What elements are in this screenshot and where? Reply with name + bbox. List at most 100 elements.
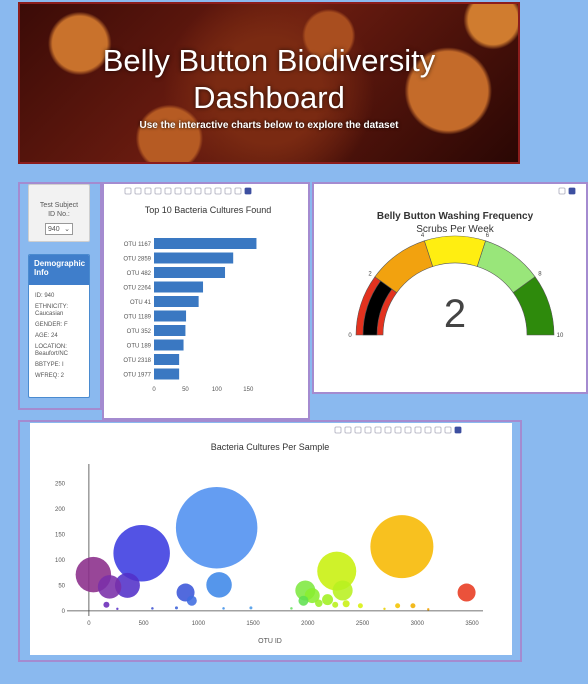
box-select-icon[interactable] bbox=[155, 188, 161, 194]
hover-compare-icon[interactable] bbox=[445, 427, 451, 433]
bubble-point[interactable] bbox=[315, 599, 323, 607]
bar[interactable] bbox=[154, 253, 233, 264]
bubble-point[interactable] bbox=[427, 608, 429, 610]
hover-closest-icon[interactable] bbox=[435, 427, 441, 433]
zoom-in-icon[interactable] bbox=[385, 427, 391, 433]
bubble-x-axis-label: OTU ID bbox=[258, 638, 282, 645]
bubble-point[interactable] bbox=[103, 602, 109, 608]
bubble-point[interactable] bbox=[370, 515, 433, 578]
demo-gender: GENDER: F bbox=[35, 322, 89, 329]
hover-closest-icon[interactable] bbox=[225, 188, 231, 194]
demo-location-value: Beaufort/NC bbox=[35, 351, 68, 357]
bubble-point[interactable] bbox=[249, 606, 252, 609]
page-title-line1: Belly Button Biodiversity bbox=[103, 43, 436, 78]
demographic-info-card: Demographic Info ID: 940 ETHNICITY: Cauca… bbox=[28, 254, 90, 398]
bar-category-label: OTU 41 bbox=[130, 300, 152, 306]
lasso-icon[interactable] bbox=[165, 188, 171, 194]
autoscale-icon[interactable] bbox=[405, 427, 411, 433]
autoscale-icon[interactable] bbox=[195, 188, 201, 194]
bubble-point[interactable] bbox=[98, 575, 122, 599]
demo-ethnicity-value: Caucasian bbox=[35, 311, 63, 317]
bubble-point[interactable] bbox=[395, 603, 400, 608]
bubble-point[interactable] bbox=[175, 606, 178, 609]
bar[interactable] bbox=[154, 369, 179, 380]
bubble-point[interactable] bbox=[322, 594, 333, 605]
bar[interactable] bbox=[154, 296, 199, 307]
demo-location-label: LOCATION: bbox=[35, 344, 67, 350]
bar[interactable] bbox=[154, 238, 256, 249]
box-select-icon[interactable] bbox=[365, 427, 371, 433]
demographic-title-line2: Info bbox=[34, 268, 49, 277]
zoom-in-icon[interactable] bbox=[175, 188, 181, 194]
gauge-tick-label: 2 bbox=[368, 271, 372, 277]
subject-selector-box: Test Subject ID No.: 940 ⌄ bbox=[28, 184, 90, 242]
bubble-point[interactable] bbox=[298, 596, 308, 606]
pan-icon[interactable] bbox=[145, 188, 151, 194]
bubble-chart-title: Bacteria Cultures Per Sample bbox=[211, 442, 330, 452]
gauge-subtitle: Scrubs Per Week bbox=[416, 224, 495, 235]
bar[interactable] bbox=[154, 325, 185, 336]
bubble-point[interactable] bbox=[151, 607, 154, 610]
bar[interactable] bbox=[154, 311, 186, 322]
subject-id-select[interactable]: 940 ⌄ bbox=[45, 223, 73, 235]
plotly-logo-icon[interactable] bbox=[569, 188, 575, 194]
spike-icon[interactable] bbox=[425, 427, 431, 433]
lasso-icon[interactable] bbox=[375, 427, 381, 433]
bar-category-label: OTU 2264 bbox=[123, 286, 151, 292]
bar[interactable] bbox=[154, 354, 179, 365]
spike-icon[interactable] bbox=[215, 188, 221, 194]
bar-x-tick-label: 50 bbox=[182, 387, 189, 393]
gauge-tick-label: 0 bbox=[348, 333, 352, 339]
bubble-point[interactable] bbox=[410, 603, 415, 608]
bubble-point[interactable] bbox=[116, 608, 118, 610]
zoom-icon[interactable] bbox=[345, 427, 351, 433]
bubble-point[interactable] bbox=[187, 596, 197, 606]
demo-id: ID: 940 bbox=[35, 293, 89, 300]
bubble-point[interactable] bbox=[176, 487, 257, 569]
plotly-logo-icon[interactable] bbox=[245, 188, 251, 194]
home-icon[interactable] bbox=[415, 427, 421, 433]
bubble-point[interactable] bbox=[332, 602, 338, 608]
bar-category-label: OTU 189 bbox=[127, 344, 152, 350]
gauge-band bbox=[424, 236, 485, 267]
bubble-point[interactable] bbox=[290, 607, 293, 610]
demo-ethnicity: ETHNICITY: Caucasian bbox=[35, 304, 89, 318]
bubble-point[interactable] bbox=[343, 600, 350, 607]
bubble-point[interactable] bbox=[206, 572, 232, 598]
home-icon[interactable] bbox=[205, 188, 211, 194]
bubble-y-tick-label: 50 bbox=[58, 583, 65, 589]
bubble-point[interactable] bbox=[383, 608, 385, 610]
demo-wfreq: WFREQ: 2 bbox=[35, 373, 89, 380]
pan-icon[interactable] bbox=[355, 427, 361, 433]
bar-chart-toolbar bbox=[125, 188, 251, 194]
demo-ethnicity-label: ETHNICITY: bbox=[35, 304, 68, 310]
bubble-point[interactable] bbox=[358, 603, 363, 608]
page-title: Belly Button Biodiversity Dashboard bbox=[20, 42, 518, 116]
bubble-y-tick-label: 200 bbox=[55, 507, 66, 513]
camera-icon[interactable] bbox=[125, 188, 131, 194]
zoom-out-icon[interactable] bbox=[185, 188, 191, 194]
bar-chart-title: Top 10 Bacteria Cultures Found bbox=[145, 205, 272, 215]
bar[interactable] bbox=[154, 267, 225, 278]
bubble-y-tick-label: 250 bbox=[55, 481, 66, 487]
zoom-icon[interactable] bbox=[135, 188, 141, 194]
camera-icon[interactable] bbox=[559, 188, 565, 194]
bubble-chart: Bacteria Cultures Per Sample OTU ID 0501… bbox=[30, 423, 512, 655]
bar-chart-panel: Top 10 Bacteria Cultures Found OTU 1167 O… bbox=[102, 182, 310, 420]
bar[interactable] bbox=[154, 340, 184, 351]
gauge-tick-label: 8 bbox=[538, 271, 542, 277]
bubble-point[interactable] bbox=[333, 580, 353, 600]
bar-category-label: OTU 352 bbox=[127, 329, 152, 335]
hover-compare-icon[interactable] bbox=[235, 188, 241, 194]
bar[interactable] bbox=[154, 282, 203, 293]
subject-id-value: 940 bbox=[48, 226, 60, 233]
demo-location: LOCATION: Beaufort/NC bbox=[35, 344, 89, 358]
bubble-point[interactable] bbox=[113, 525, 169, 582]
plotly-logo-icon[interactable] bbox=[455, 427, 461, 433]
bar-x-tick-label: 150 bbox=[243, 387, 254, 393]
bubble-point[interactable] bbox=[222, 607, 225, 610]
camera-icon[interactable] bbox=[335, 427, 341, 433]
zoom-out-icon[interactable] bbox=[395, 427, 401, 433]
bubble-point[interactable] bbox=[458, 584, 476, 602]
gauge-toolbar bbox=[559, 188, 575, 194]
